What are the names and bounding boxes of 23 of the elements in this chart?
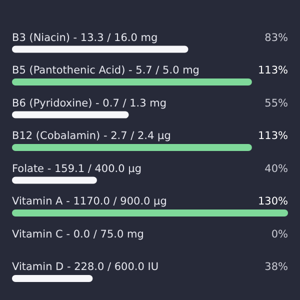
data-label: 40% [264, 162, 288, 175]
data-label: 38% [264, 261, 288, 274]
data-label: 130% [258, 196, 288, 208]
data-label: 83% [264, 32, 288, 44]
y-tick-label: Vitamin C - 0.0 / 75.0 mg [12, 228, 144, 240]
y-tick-label: B12 (Cobalamin) - 2.7 / 2.4 µg [12, 130, 171, 142]
bar [12, 46, 188, 53]
bar [12, 176, 97, 184]
bar [12, 78, 252, 86]
data-label: 113% [258, 130, 288, 142]
y-tick-label: Vitamin A - 1170.0 / 900.0 µg [12, 196, 167, 208]
bar [12, 111, 129, 118]
y-tick-label: B6 (Pyridoxine) - 0.7 / 1.3 mg [12, 97, 167, 110]
y-tick-label: B3 (Niacin) - 13.3 / 16.0 mg [12, 32, 158, 44]
y-tick-label: Vitamin D - 228.0 / 600.0 IU [12, 261, 159, 274]
bar [12, 210, 288, 217]
data-label: 55% [264, 97, 288, 110]
data-label: 113% [258, 64, 288, 77]
y-tick-label: B5 (Pantothenic Acid) - 5.7 / 5.0 mg [12, 64, 200, 77]
bar [12, 144, 252, 152]
data-label: 0% [271, 228, 288, 240]
y-tick-label: Folate - 159.1 / 400.0 µg [12, 162, 142, 175]
bar [12, 275, 93, 282]
